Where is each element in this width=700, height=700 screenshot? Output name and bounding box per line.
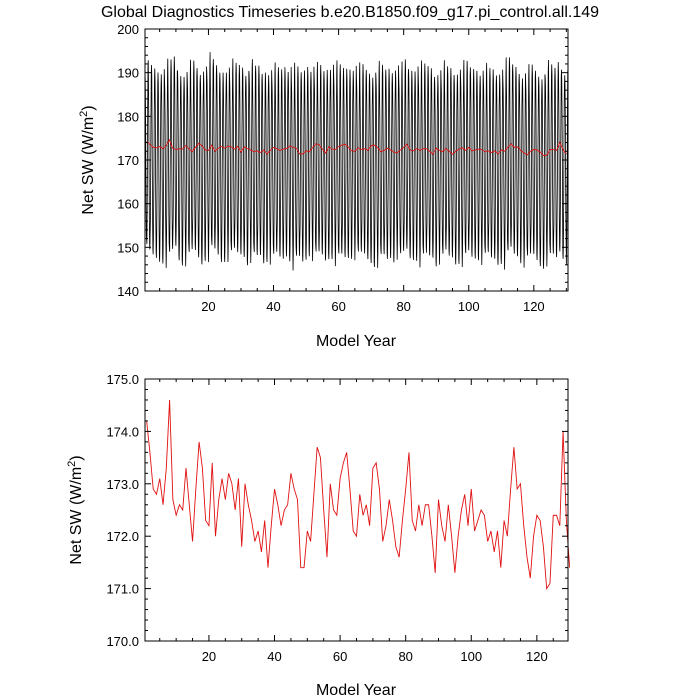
tick-labels: 170.0 171.0 172.0 173.0 174.0 175.0 20 40 60 80 10… bbox=[106, 372, 547, 664]
chart-title: Global Diagnostics Timeseries b.e20.B185… bbox=[101, 4, 599, 21]
axis-ticks bbox=[145, 378, 568, 642]
y-tick-label: 173.0 bbox=[106, 477, 139, 492]
series-line-monthly bbox=[144, 52, 569, 271]
y-tick-label: 140 bbox=[117, 284, 139, 299]
series-line-annual bbox=[146, 138, 567, 157]
y-tick-label: 174.0 bbox=[106, 424, 139, 439]
plot-area bbox=[146, 399, 571, 590]
tick-labels: 140 150 160 170 180 190 200 20 40 60 80 100 120 bbox=[117, 22, 544, 314]
timeseries-panel-monthly: 140 150 160 170 180 190 200 20 40 60 80 100 120 Mode… bbox=[78, 22, 569, 350]
plot-frame bbox=[144, 378, 569, 642]
y-tick-label: 175.0 bbox=[106, 372, 139, 387]
y-tick-label: 172.0 bbox=[106, 529, 139, 544]
axis-ticks bbox=[145, 28, 568, 292]
x-tick-label: 80 bbox=[396, 299, 410, 314]
x-tick-label: 40 bbox=[266, 299, 280, 314]
x-tick-label: 120 bbox=[523, 299, 545, 314]
x-tick-label: 100 bbox=[458, 299, 480, 314]
x-tick-label: 120 bbox=[526, 649, 548, 664]
y-tick-label: 190 bbox=[117, 66, 139, 81]
y-tick-label: 150 bbox=[117, 240, 139, 255]
y-tick-label: 170 bbox=[117, 153, 139, 168]
x-tick-label: 40 bbox=[267, 649, 281, 664]
x-tick-label: 60 bbox=[333, 649, 347, 664]
y-axis-label: Net SW (W/m2) bbox=[66, 455, 85, 564]
y-tick-label: 200 bbox=[117, 22, 139, 37]
y-tick-label: 171.0 bbox=[106, 582, 139, 597]
timeseries-panel-annual: 170.0 171.0 172.0 173.0 174.0 175.0 20 40 60 80 10… bbox=[66, 372, 571, 699]
plot-area bbox=[144, 52, 569, 271]
x-tick-label: 80 bbox=[398, 649, 412, 664]
x-tick-label: 20 bbox=[201, 299, 215, 314]
x-axis-label: Model Year bbox=[316, 333, 397, 350]
x-axis-label: Model Year bbox=[316, 682, 397, 699]
x-tick-label: 20 bbox=[202, 649, 216, 664]
x-tick-label: 60 bbox=[331, 299, 345, 314]
x-tick-label: 100 bbox=[460, 649, 482, 664]
y-tick-label: 170.0 bbox=[106, 634, 139, 649]
y-axis-label: Net SW (W/m2) bbox=[78, 105, 97, 214]
y-tick-label: 160 bbox=[117, 197, 139, 212]
series-line-annual bbox=[146, 399, 571, 590]
y-tick-label: 180 bbox=[117, 109, 139, 124]
